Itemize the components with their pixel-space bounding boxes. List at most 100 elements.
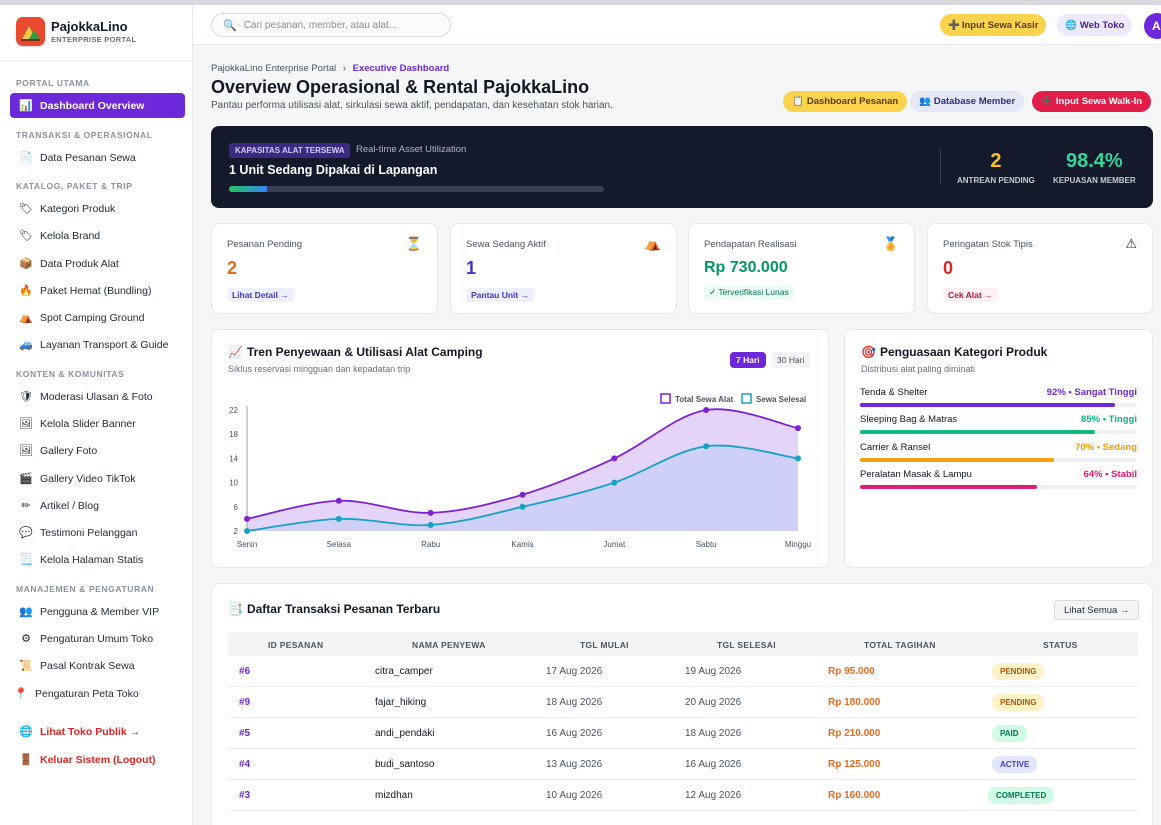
data-point bbox=[335, 515, 342, 522]
image-icon: 🖼 bbox=[19, 418, 33, 430]
data-point bbox=[703, 443, 710, 450]
sidebar-item-halaman-statis[interactable]: 📃 Kelola Halaman Statis bbox=[10, 547, 185, 572]
sidebar-item-lihat-toko[interactable]: 🌐 Lihat Toko Publik → bbox=[10, 719, 185, 744]
search-input[interactable]: 🔍 Cari pesanan, member, atau alat... bbox=[211, 13, 451, 37]
category-item: Peralatan Masak & Lampu 64% • Stabil bbox=[860, 469, 1137, 489]
data-point bbox=[244, 515, 250, 522]
pencil-icon: ✏ bbox=[21, 500, 31, 512]
order-id[interactable]: #4 bbox=[239, 759, 251, 770]
avatar[interactable]: A bbox=[1144, 13, 1161, 39]
database-member-label: Database Member bbox=[933, 96, 1016, 107]
range-30-hari-tab[interactable]: 30 Hari bbox=[771, 352, 811, 368]
sidebar-item-gallery-video[interactable]: 🎬 Gallery Video TikTok bbox=[10, 466, 185, 491]
web-toko-button[interactable]: 🌐 Web Toko bbox=[1057, 14, 1133, 36]
breadcrumb-root[interactable]: PajokkaLino Enterprise Portal bbox=[211, 63, 337, 74]
door-icon: 🚪 bbox=[19, 754, 33, 766]
end-date: 19 Aug 2026 bbox=[685, 666, 742, 677]
section-portal-utama: PORTAL UTAMA bbox=[16, 78, 90, 88]
table-row[interactable]: #3 mizdhan 10 Aug 2026 12 Aug 2026 Rp 16… bbox=[228, 780, 1138, 811]
legend-label: Total Sewa Alat bbox=[675, 395, 734, 404]
data-point bbox=[703, 407, 710, 413]
sidebar-item-testimoni[interactable]: 💬 Testimoni Pelanggan bbox=[10, 520, 185, 545]
table-row[interactable]: #6 citra_camper 17 Aug 2026 19 Aug 2026 … bbox=[228, 656, 1138, 687]
trend-chart: 2 6 10 14 18 22 Senin Selasa Rabu Kamis Jumat Sabtu… bbox=[229, 393, 811, 549]
sidebar-item-logout[interactable]: 🚪 Keluar Sistem (Logout) bbox=[10, 747, 185, 772]
sidebar-item-pengguna[interactable]: 👥 Pengguna & Member VIP bbox=[10, 599, 185, 624]
data-point bbox=[244, 528, 250, 534]
sidebar-item-kelola-brand[interactable]: 🏷 Kelola Brand bbox=[10, 223, 185, 248]
total-amount: Rp 160.000 bbox=[828, 790, 881, 801]
renter-name: mizdhan bbox=[375, 790, 413, 801]
category-pct: 92% • Sangat Tinggi bbox=[1046, 387, 1137, 398]
renter-name: fajar_hiking bbox=[375, 697, 427, 708]
input-sewa-kasir-button[interactable]: ➕ Input Sewa Kasir bbox=[940, 14, 1047, 36]
dashboard-pesanan-button[interactable]: 📋 Dashboard Pesanan bbox=[783, 91, 908, 112]
sidebar-item-slider[interactable]: 🖼 Kelola Slider Banner bbox=[10, 411, 185, 436]
kpi-value: Rp 730.000 bbox=[704, 259, 788, 276]
column-header: NAMA PENYEWA bbox=[412, 640, 486, 650]
sidebar-item-data-pesanan[interactable]: 📄 Data Pesanan Sewa bbox=[10, 145, 185, 170]
breadcrumb: PajokkaLino Enterprise Portal › Executiv… bbox=[211, 63, 449, 74]
total-amount: Rp 125.000 bbox=[828, 759, 881, 770]
sidebar-item-label: Dashboard Overview bbox=[40, 99, 145, 112]
tag-icon: 🏷 bbox=[19, 230, 33, 242]
sidebar-item-label: Gallery Video TikTok bbox=[40, 472, 136, 485]
order-id[interactable]: #3 bbox=[239, 790, 251, 801]
category-pct: 85% • Tinggi bbox=[1081, 414, 1137, 425]
sidebar-item-gallery-foto[interactable]: 🖼 Gallery Foto bbox=[10, 438, 185, 463]
sidebar-item-label: Paket Hemat (Bundling) bbox=[40, 284, 152, 297]
category-pct: 70% • Sedang bbox=[1075, 442, 1137, 453]
start-date: 17 Aug 2026 bbox=[546, 666, 603, 677]
cek-alat-link[interactable]: Cek Alat → bbox=[943, 288, 998, 302]
pantau-unit-link[interactable]: Pantau Unit → bbox=[466, 288, 535, 302]
sidebar-item-dashboard-overview[interactable]: 📊 Dashboard Overview bbox=[10, 93, 185, 118]
sidebar-item-spot-camping[interactable]: ⛺ Spot Camping Ground bbox=[10, 305, 185, 330]
data-point bbox=[335, 497, 342, 504]
sidebar-item-artikel[interactable]: ✏ Artikel / Blog bbox=[10, 493, 185, 518]
sidebar-item-label: Pengaturan Umum Toko bbox=[40, 632, 154, 645]
sidebar-item-label: Lihat Toko Publik → bbox=[40, 725, 141, 738]
sidebar-item-peta-toko[interactable]: 📍 Pengaturan Peta Toko bbox=[10, 681, 185, 706]
dashboard-pesanan-label: Dashboard Pesanan bbox=[806, 96, 899, 107]
category-bar-track bbox=[860, 485, 1137, 489]
renter-name: andi_pendaki bbox=[375, 728, 435, 739]
hero-badge: KAPASITAS ALAT TERSEWA bbox=[229, 143, 351, 158]
table-row[interactable]: #9 fajar_hiking 18 Aug 2026 20 Aug 2026 … bbox=[228, 687, 1138, 718]
users-icon: 👥 bbox=[19, 606, 33, 618]
database-member-button[interactable]: 👥 Database Member bbox=[910, 91, 1025, 112]
sidebar-item-kategori-produk[interactable]: 🏷 Kategori Produk bbox=[10, 196, 185, 221]
category-bar-fill bbox=[860, 403, 1115, 407]
clipboard-icon: 📋 bbox=[792, 96, 804, 107]
trend-title: 📈 Tren Penyewaan & Utilisasi Alat Camping bbox=[228, 345, 483, 359]
category-name: Sleeping Bag & Matras bbox=[860, 414, 958, 425]
input-sewa-walkin-button[interactable]: ➕ Input Sewa Walk-In bbox=[1032, 91, 1152, 112]
lihat-detail-link[interactable]: Lihat Detail → bbox=[227, 288, 294, 302]
sidebar-item-data-produk[interactable]: 📦 Data Produk Alat bbox=[10, 251, 185, 276]
renter-name: citra_camper bbox=[375, 666, 433, 677]
sidebar-item-label: Kelola Halaman Statis bbox=[40, 553, 144, 566]
plus-icon: ➕ bbox=[1041, 96, 1053, 107]
lihat-semua-button[interactable]: Lihat Semua → bbox=[1054, 600, 1140, 620]
table-row[interactable]: #5 andi_pendaki 16 Aug 2026 18 Aug 2026 … bbox=[228, 718, 1138, 749]
sidebar-item-pengaturan-umum[interactable]: ⚙ Pengaturan Umum Toko bbox=[10, 626, 185, 651]
range-7-hari-tab[interactable]: 7 Hari bbox=[730, 352, 766, 368]
sidebar-item-label: Pasal Kontrak Sewa bbox=[40, 659, 135, 672]
sidebar-item-paket-hemat[interactable]: 🔥 Paket Hemat (Bundling) bbox=[10, 278, 185, 303]
section-konten: KONTEN & KOMUNITAS bbox=[16, 369, 125, 379]
hero-title: 1 Unit Sedang Dipakai di Lapangan bbox=[229, 163, 438, 177]
category-title-text: Penguasaan Kategori Produk bbox=[879, 345, 1048, 359]
brand[interactable]: PajokkaLino ENTERPRISE PORTAL bbox=[16, 17, 136, 46]
status-badge: PAID bbox=[992, 725, 1027, 742]
sidebar-item-moderasi[interactable]: 🛡 Moderasi Ulasan & Foto bbox=[10, 384, 185, 409]
order-id[interactable]: #6 bbox=[239, 666, 251, 677]
sidebar-item-pasal-kontrak[interactable]: 📜 Pasal Kontrak Sewa bbox=[10, 653, 185, 678]
order-id[interactable]: #5 bbox=[239, 728, 251, 739]
category-subtitle: Distribusi alat paling diminati bbox=[861, 364, 976, 374]
table-row[interactable]: #4 budi_santoso 13 Aug 2026 16 Aug 2026 … bbox=[228, 749, 1138, 780]
sidebar-item-transport[interactable]: 🚙 Layanan Transport & Guide bbox=[10, 332, 185, 357]
order-id[interactable]: #9 bbox=[239, 697, 251, 708]
category-item: Carrier & Ransel 70% • Sedang bbox=[860, 442, 1137, 462]
kpi-value: 0 bbox=[943, 258, 954, 278]
sidebar: PajokkaLino ENTERPRISE PORTAL PORTAL UTA… bbox=[0, 5, 193, 825]
globe-icon: 🌐 bbox=[1065, 19, 1077, 31]
